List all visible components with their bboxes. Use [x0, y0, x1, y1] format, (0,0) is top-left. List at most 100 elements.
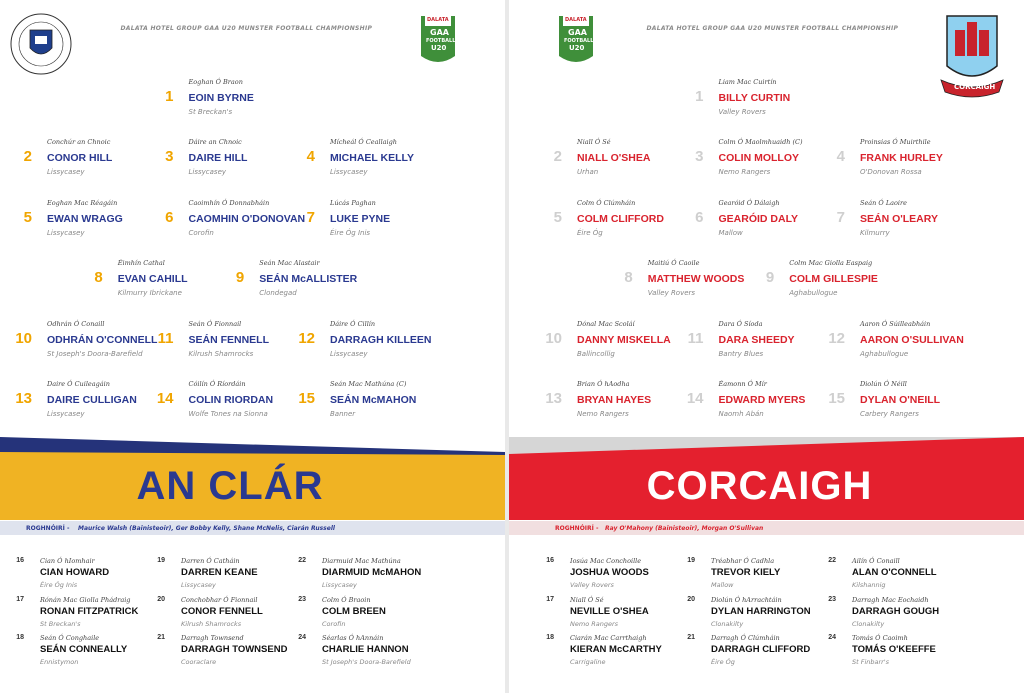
club: Lissycasey — [47, 168, 85, 177]
player-name: DARREN KEANE — [181, 567, 258, 578]
irish-name: Brian Ó hAodha — [577, 380, 630, 388]
shirt-number: 15 — [828, 390, 845, 407]
badge-sport: FOOTBALL — [564, 38, 594, 44]
shirt-number: 9 — [235, 269, 245, 287]
player-name: SEÁN McALLISTER — [259, 273, 358, 286]
club: Kilmurry — [860, 228, 890, 237]
cork-crest — [940, 15, 1004, 98]
club: Lissycasey — [47, 228, 85, 237]
gaa-badge — [421, 16, 455, 62]
irish-name: Seán Ó Conghaile — [40, 634, 100, 642]
shirt-number: 8 — [94, 269, 103, 287]
player-name: CAOMHIN O'DONOVAN — [188, 212, 306, 225]
shirt-number: 7 — [836, 208, 845, 226]
badge-sport: FOOTBALL — [426, 38, 456, 44]
irish-name: Diolún Ó Néill — [860, 380, 907, 388]
player-name: ALAN O'CONNELL — [852, 567, 937, 578]
club: Aghabullogue — [789, 289, 838, 298]
shirt-number: 3 — [695, 148, 704, 166]
club: Clonakilty — [852, 619, 885, 628]
club: Kilmurry Ibrickane — [117, 289, 182, 298]
club: Clonakilty — [711, 619, 744, 628]
irish-name: Eoghan Ó Braon — [188, 78, 243, 86]
shirt-number: 13 — [15, 390, 32, 407]
shirt-number: 6 — [695, 208, 704, 226]
team-name: CORCAIGH — [646, 464, 873, 508]
badge-sponsor: DALATA — [427, 17, 449, 23]
management-bar — [509, 521, 1024, 535]
clare-graphics — [0, 13, 505, 535]
shirt-number: 10 — [545, 329, 562, 347]
shirt-number: 6 — [165, 208, 174, 226]
club: Nemo Rangers — [577, 410, 629, 418]
irish-name: Ciarán Mac Carrthaigh — [570, 634, 647, 642]
clare-crest — [10, 13, 72, 75]
shirt-number: 4 — [306, 148, 315, 166]
irish-name: Tomás Ó Caoimh — [852, 634, 908, 642]
player-name: COLIN RIORDAN — [188, 394, 274, 406]
header: DALATA HOTEL GROUP GAA U20 MUNSTER FOOTB… — [120, 25, 373, 32]
club: Lissycasey — [47, 410, 85, 418]
irish-name: Darragh Townsend — [181, 634, 244, 642]
player-name: FRANK HURLEY — [860, 152, 943, 165]
player-name: COLM CLIFFORD — [577, 212, 664, 225]
club: Clondegad — [259, 289, 297, 298]
irish-name: Darragh Mac Eochaidh — [852, 595, 929, 604]
club: St Joseph's Doora-Barefield — [322, 658, 411, 666]
team-band — [509, 437, 1024, 520]
irish-name: Conchúr an Chnoic — [47, 138, 111, 147]
club: Mallow — [711, 581, 734, 589]
irish-name: Dónal Mac Scoláí — [577, 319, 635, 328]
header: DALATA HOTEL GROUP GAA U20 MUNSTER FOOTB… — [646, 25, 899, 32]
club: Ballincollig — [577, 349, 615, 358]
club: Corofin — [322, 619, 346, 628]
irish-name: Ailín Ó Conaill — [852, 557, 900, 565]
irish-name: Proinsias Ó Muirthile — [860, 138, 931, 147]
club: Carrigaline — [570, 658, 606, 666]
club: O'Donovan Rossa — [860, 168, 922, 177]
player-name: JOSHUA WOODS — [570, 567, 649, 578]
player-name: DIARMUID McMAHON — [322, 567, 422, 578]
player-name: SEÁN O'LEARY — [860, 212, 938, 225]
irish-name: Conchobhar Ó Fionnail — [181, 595, 258, 604]
cork-graphics — [509, 15, 1024, 535]
irish-name: Dáire an Chnoic — [188, 138, 242, 147]
shirt-number: 14 — [686, 390, 704, 407]
sub-number: 23 — [298, 595, 306, 603]
sub-number: 16 — [546, 557, 554, 564]
player-name: DARRAGH TOWNSEND — [181, 644, 288, 655]
badge-grade: U20 — [569, 44, 585, 52]
irish-name: Darragh Ó Clúmháin — [711, 634, 780, 642]
player-name: NIALL O'SHEA — [577, 152, 651, 165]
sub-number: 16 — [16, 557, 24, 564]
club: Lissycasey — [322, 581, 357, 589]
player-name: BRYAN HAYES — [577, 394, 652, 406]
sub-number: 21 — [687, 634, 695, 641]
irish-name: Éamonn Ó Mír — [718, 380, 767, 388]
sub-number: 24 — [828, 634, 836, 641]
sub-number: 19 — [157, 557, 165, 564]
club: Éire Óg Inis — [330, 228, 371, 237]
irish-name: Niall Ó Sé — [577, 138, 611, 147]
sub-number: 20 — [687, 595, 695, 603]
sub-number: 23 — [828, 595, 836, 603]
club: Carbery Rangers — [860, 410, 919, 418]
player-name: MICHAEL KELLY — [330, 152, 415, 165]
sub-number: 21 — [157, 634, 165, 641]
irish-name: Séarlas Ó hAnnáin — [322, 634, 384, 642]
club: Valley Rovers — [570, 581, 614, 589]
team-band — [0, 452, 505, 520]
management-label: ROGHNÓIRÍ - — [26, 525, 70, 532]
player-name: TOMÁS O'KEEFFE — [852, 644, 936, 655]
player-name: DAIRE HILL — [188, 152, 248, 165]
player-name: DARRAGH CLIFFORD — [711, 644, 811, 655]
player-name: CONOR HILL — [47, 152, 113, 165]
management-names: Ray O'Mahony (Bainisteoir), Morgan O'Sul… — [605, 525, 764, 532]
club: Kilshannig — [852, 581, 886, 589]
shirt-number: 7 — [306, 208, 315, 226]
player-name: COLIN MOLLOY — [718, 152, 800, 165]
player-name: DANNY MISKELLA — [577, 333, 671, 346]
player-name: CHARLIE HANNON — [322, 644, 409, 655]
player-name: RONAN FITZPATRICK — [40, 605, 139, 617]
management-label: ROGHNÓIRÍ - — [555, 525, 599, 532]
